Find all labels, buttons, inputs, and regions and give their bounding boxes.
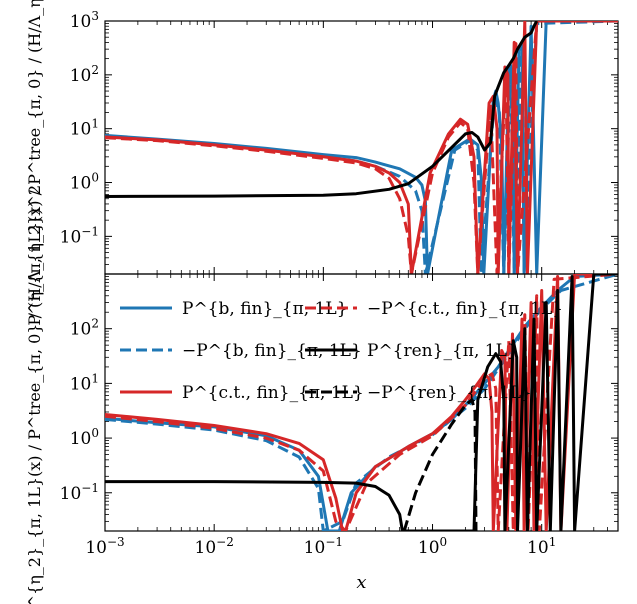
x-tick-label: 10−1 [304, 535, 343, 558]
legend-label: −P^{c.t., fin}_{π, 1L} [367, 299, 563, 319]
y-tick-label: 10−1 [60, 481, 99, 504]
series-line [105, 21, 539, 198]
x-tick-label: 10−2 [195, 535, 234, 558]
legend-label: −P^{ren}_{π, 1L} [367, 383, 532, 403]
y-tick-label: 101 [70, 371, 99, 394]
legend-label: P^{c.t., fin}_{π, 1L} [182, 383, 364, 403]
y-tick-label: 102 [70, 63, 99, 86]
legend-label: −P^{b, fin}_{π, 1L} [182, 341, 362, 361]
x-tick-label: 100 [418, 535, 447, 558]
axis-labels: 10−3 10−2 10−1 100 101 x P^η_{π, 1L}(x) / P^tr… [25, 0, 556, 604]
y-tick-label: 102 [70, 317, 99, 340]
x-tick-label: 10−3 [85, 535, 124, 558]
x-axis-label: x [356, 572, 366, 593]
series-line [402, 398, 478, 531]
y-tick-label: 100 [70, 426, 99, 449]
top-y-axis-label: P^η_{π, 1L}(x) / P^tree_{π, 0} / (H/Λ_η)… [25, 0, 44, 326]
bottom-y-axis-label: P^{η_2}_{π, 1L}(x) / P^tree_{π, 0} / (H/… [25, 185, 44, 604]
legend-label: P^{ren}_{π, 1L} [367, 341, 518, 361]
series-line [105, 21, 618, 274]
legend: P^{b, fin}_{π, 1L}−P^{b, fin}_{π, 1L}P^{… [120, 299, 563, 403]
series-line [105, 274, 618, 531]
plot-frame [104, 273, 619, 532]
x-tick-label: 101 [527, 535, 556, 558]
series-line [105, 21, 618, 274]
y-tick-label: 100 [70, 171, 99, 194]
series-line [105, 274, 618, 531]
y-tick-label: 103 [70, 9, 99, 32]
bottom-panel: 10−1 100 101 102 [60, 273, 619, 532]
legend-label: P^{b, fin}_{π, 1L} [182, 299, 348, 319]
y-tick-label: 101 [70, 117, 99, 140]
y-tick-label: 10−1 [60, 224, 99, 247]
top-panel: 10−1 100 101 102 103 [60, 9, 619, 275]
